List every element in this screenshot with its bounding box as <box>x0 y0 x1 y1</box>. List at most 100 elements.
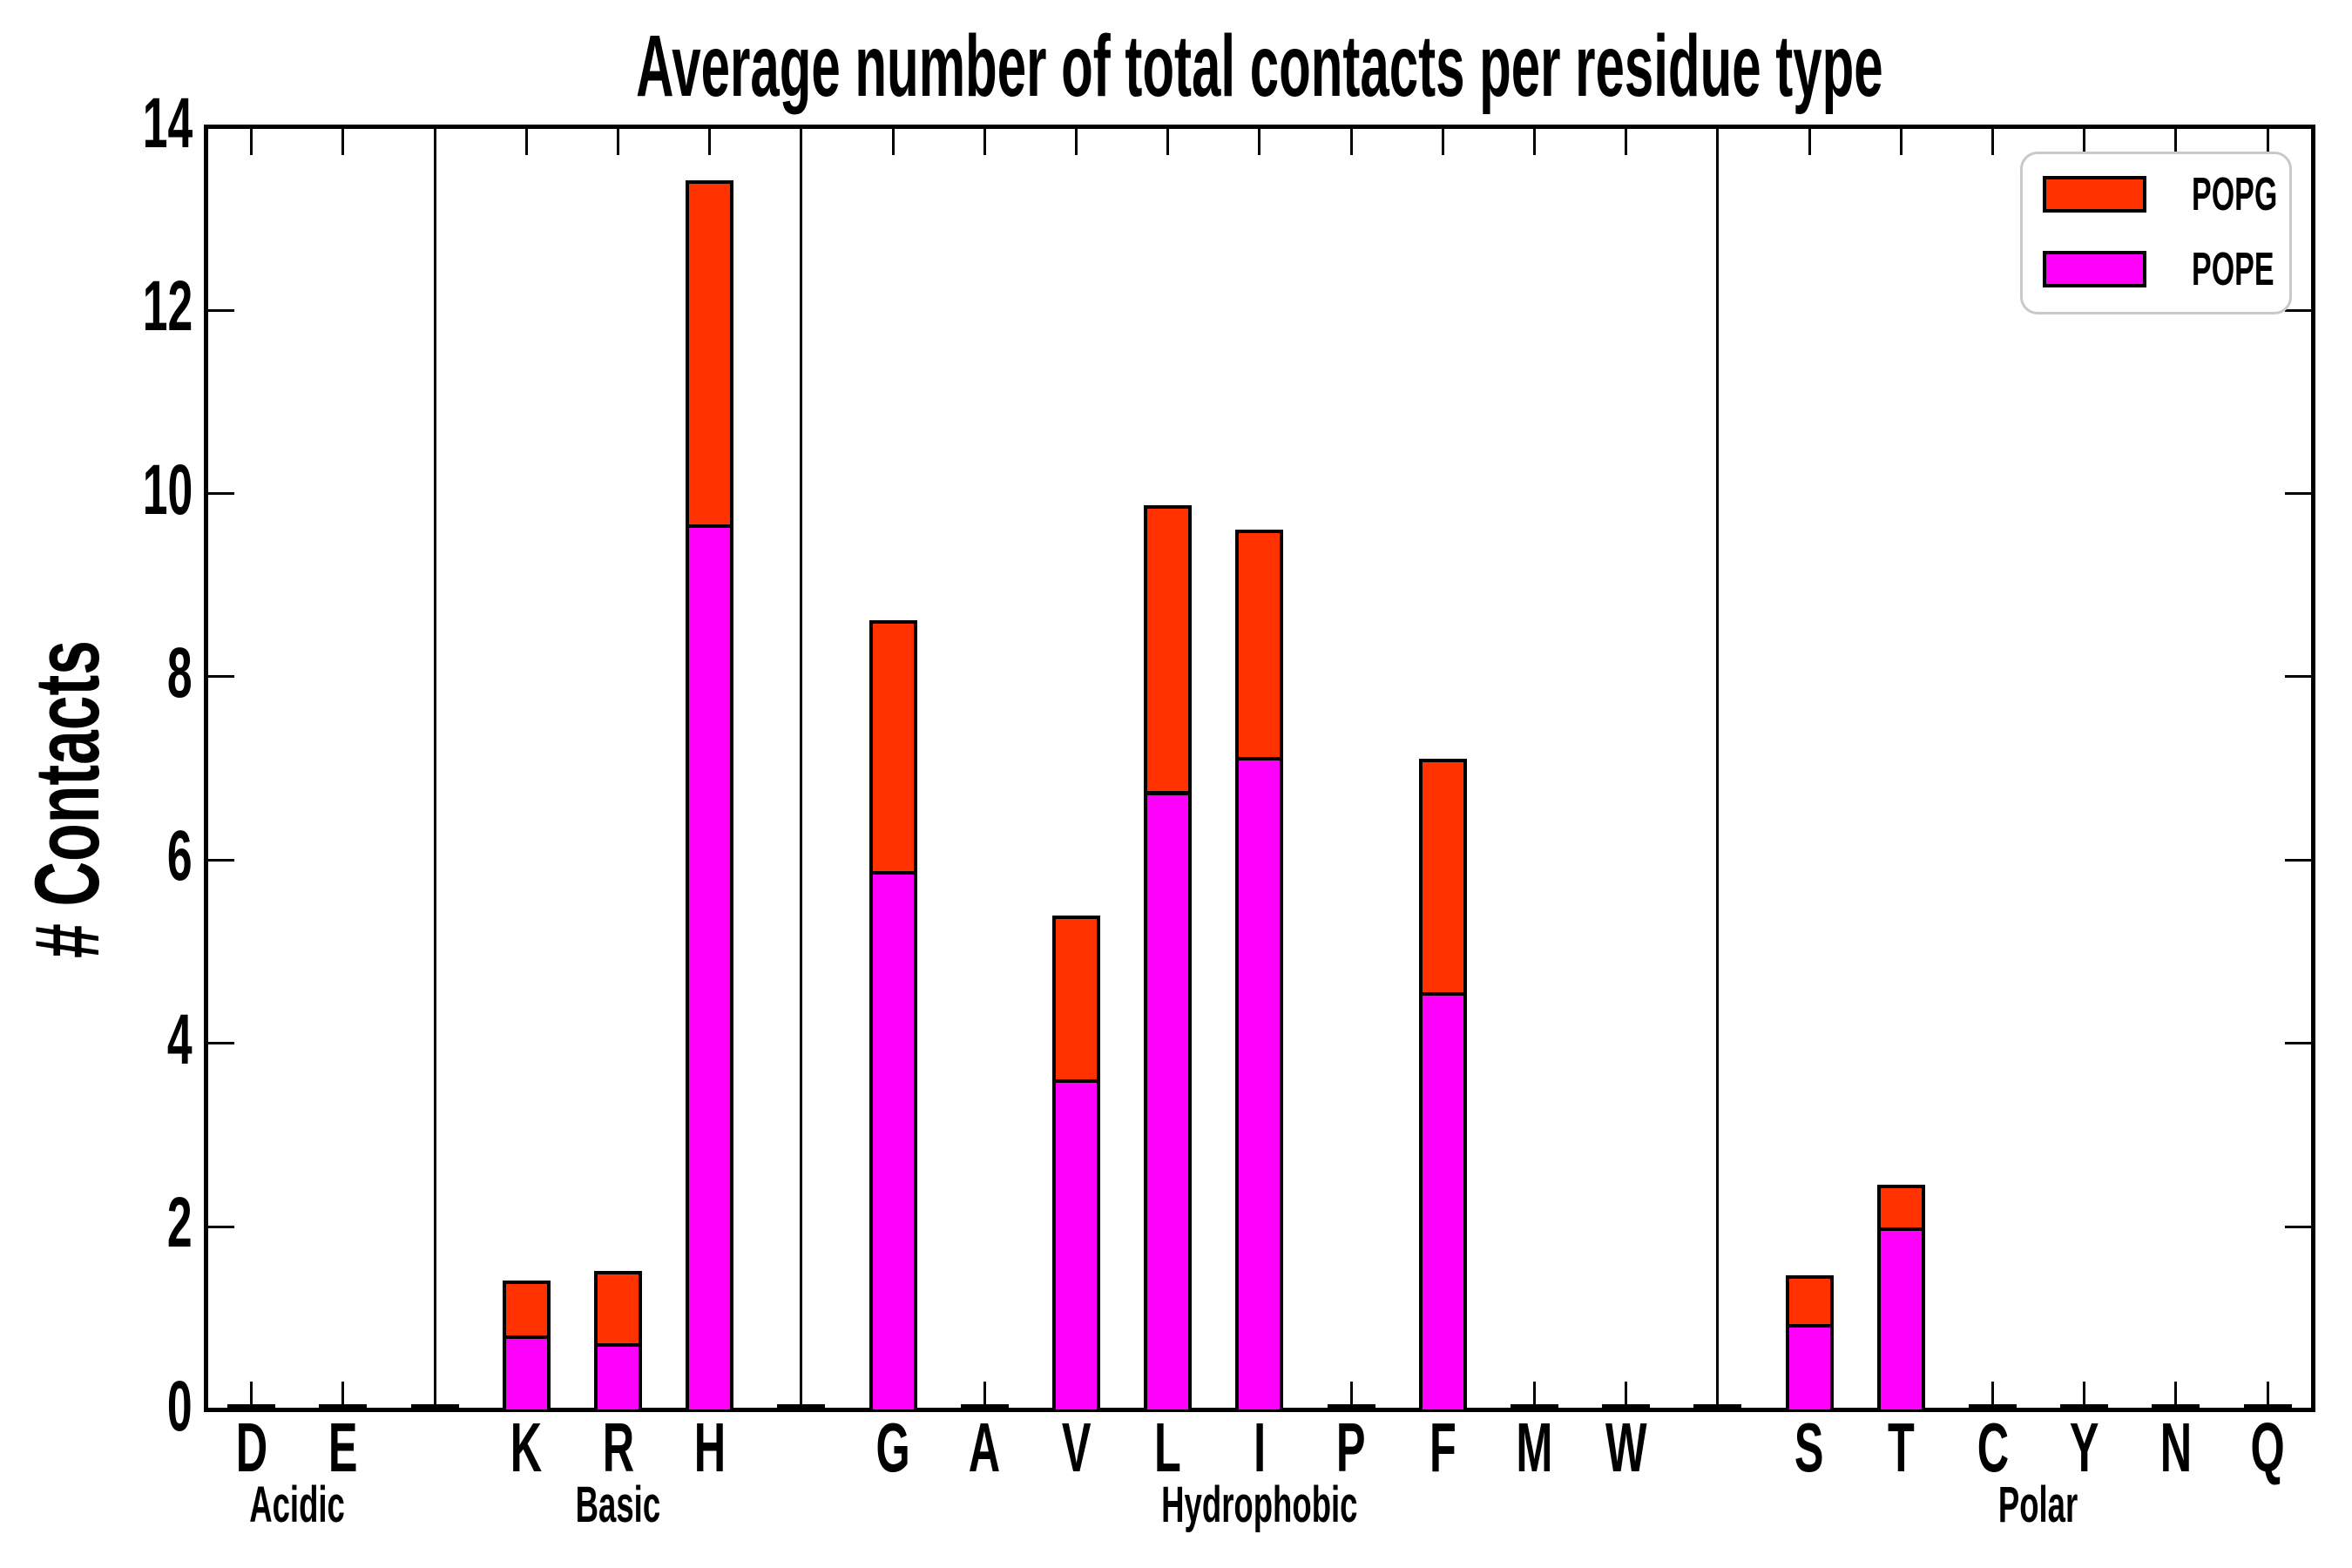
y-tick <box>2285 858 2312 862</box>
x-tick <box>1166 129 1170 156</box>
group-label-text: Acidic <box>249 1477 346 1533</box>
x-tick-label-text: R <box>602 1409 634 1486</box>
x-tick-label-text: M <box>1516 1409 1553 1486</box>
x-tick <box>250 129 253 156</box>
group-label: Acidic <box>79 1480 515 1531</box>
plot-area <box>203 125 2316 1412</box>
bar-segment-popg-I <box>1235 529 1284 760</box>
zero-bar <box>960 1404 1009 1409</box>
zero-bar <box>1968 1404 2017 1409</box>
x-tick-label: G <box>823 1413 963 1483</box>
bar-segment-pope-T <box>1876 1227 1925 1410</box>
zero-bar <box>1510 1404 1558 1409</box>
x-tick <box>341 129 345 156</box>
x-tick <box>1258 129 1261 156</box>
x-tick <box>1990 1382 1994 1408</box>
zero-bar <box>777 1404 826 1409</box>
bar-segment-popg-K <box>502 1281 551 1340</box>
x-tick <box>1625 129 1628 156</box>
x-tick-label: F <box>1373 1413 1512 1483</box>
y-tick-label: 0 <box>18 1366 193 1446</box>
x-tick <box>2083 129 2086 156</box>
group-label: Basic <box>400 1480 835 1531</box>
bar-segment-popg-S <box>1785 1274 1834 1328</box>
x-tick-label: I <box>1190 1413 1329 1483</box>
x-tick-label-text: H <box>693 1409 726 1486</box>
legend-label-pope: POPE <box>2192 243 2274 295</box>
zero-bar <box>227 1404 276 1409</box>
bar-segment-popg-V <box>1051 915 1100 1083</box>
group-separator <box>1716 129 1720 1408</box>
x-tick-label: E <box>274 1413 413 1483</box>
x-tick-label-text: P <box>1336 1409 1366 1486</box>
x-tick <box>250 1382 253 1408</box>
x-tick-label-text: G <box>875 1409 910 1486</box>
zero-bar <box>410 1404 459 1409</box>
x-tick <box>1074 129 1078 156</box>
y-tick <box>207 1042 234 1045</box>
zero-bar <box>1602 1404 1651 1409</box>
x-tick <box>1808 129 1811 156</box>
y-tick <box>207 308 234 312</box>
y-tick-label-text: 10 <box>142 449 193 530</box>
x-tick <box>2083 1382 2086 1408</box>
y-tick-label-text: 0 <box>167 1366 193 1446</box>
y-tick <box>2285 1042 2312 1045</box>
y-tick-label: 6 <box>18 821 193 892</box>
bar-segment-pope-R <box>593 1342 642 1410</box>
zero-bar <box>2152 1404 2200 1409</box>
x-tick-label: D <box>182 1413 321 1483</box>
x-tick-label-text: S <box>1794 1409 1824 1486</box>
y-tick-label: 2 <box>18 1187 193 1259</box>
zero-bar <box>2060 1404 2109 1409</box>
group-label: Polar <box>1821 1480 2256 1531</box>
zero-bar <box>1327 1404 1375 1409</box>
y-tick-label-text: 2 <box>167 1183 193 1263</box>
zero-bar <box>2243 1404 2292 1409</box>
x-tick-label-text: W <box>1605 1409 1647 1486</box>
x-tick-label-text: D <box>235 1409 267 1486</box>
x-tick <box>2174 1382 2178 1408</box>
legend-label-popg: POPG <box>2192 168 2278 220</box>
y-tick <box>2285 1225 2312 1228</box>
y-tick-label-text: 4 <box>167 999 193 1079</box>
x-tick-label: V <box>1006 1413 1146 1483</box>
y-tick-label-text: 6 <box>167 816 193 896</box>
y-tick-label-text: 14 <box>142 83 193 163</box>
x-tick <box>1441 129 1444 156</box>
bar-segment-pope-K <box>502 1335 551 1410</box>
y-tick-label: 4 <box>18 1004 193 1076</box>
legend-swatch-pope <box>2043 251 2146 287</box>
y-tick <box>207 1225 234 1228</box>
x-tick-label: W <box>1557 1413 1696 1483</box>
x-tick <box>616 129 619 156</box>
y-tick-label: 14 <box>18 83 193 163</box>
x-tick <box>2174 129 2178 156</box>
x-tick <box>983 1382 986 1408</box>
group-label-text: Hydrophobic <box>1161 1477 1358 1533</box>
group-label-text: Polar <box>1998 1477 2078 1533</box>
y-tick-label-text: 8 <box>167 632 193 713</box>
x-tick-label: M <box>1464 1413 1604 1483</box>
x-tick-label-text: Y <box>2069 1409 2099 1486</box>
bar-segment-popg-L <box>1144 505 1193 795</box>
x-tick <box>524 129 528 156</box>
x-tick <box>983 129 986 156</box>
group-separator <box>433 129 436 1408</box>
zero-bar <box>1693 1404 1742 1409</box>
x-tick-label: L <box>1098 1413 1238 1483</box>
x-tick-label-text: I <box>1253 1409 1266 1486</box>
x-tick-label: A <box>915 1413 1054 1483</box>
bar-segment-popg-T <box>1876 1184 1925 1232</box>
x-tick-label-text: V <box>1061 1409 1092 1486</box>
legend: POPG POPE <box>2020 152 2292 314</box>
y-tick <box>2285 675 2312 679</box>
x-tick-label: Y <box>2015 1413 2154 1483</box>
bar-segment-popg-R <box>593 1270 642 1347</box>
zero-bar <box>319 1404 368 1409</box>
x-tick <box>1899 129 1903 156</box>
y-tick <box>2285 492 2312 495</box>
bar-segment-pope-H <box>686 524 734 1410</box>
